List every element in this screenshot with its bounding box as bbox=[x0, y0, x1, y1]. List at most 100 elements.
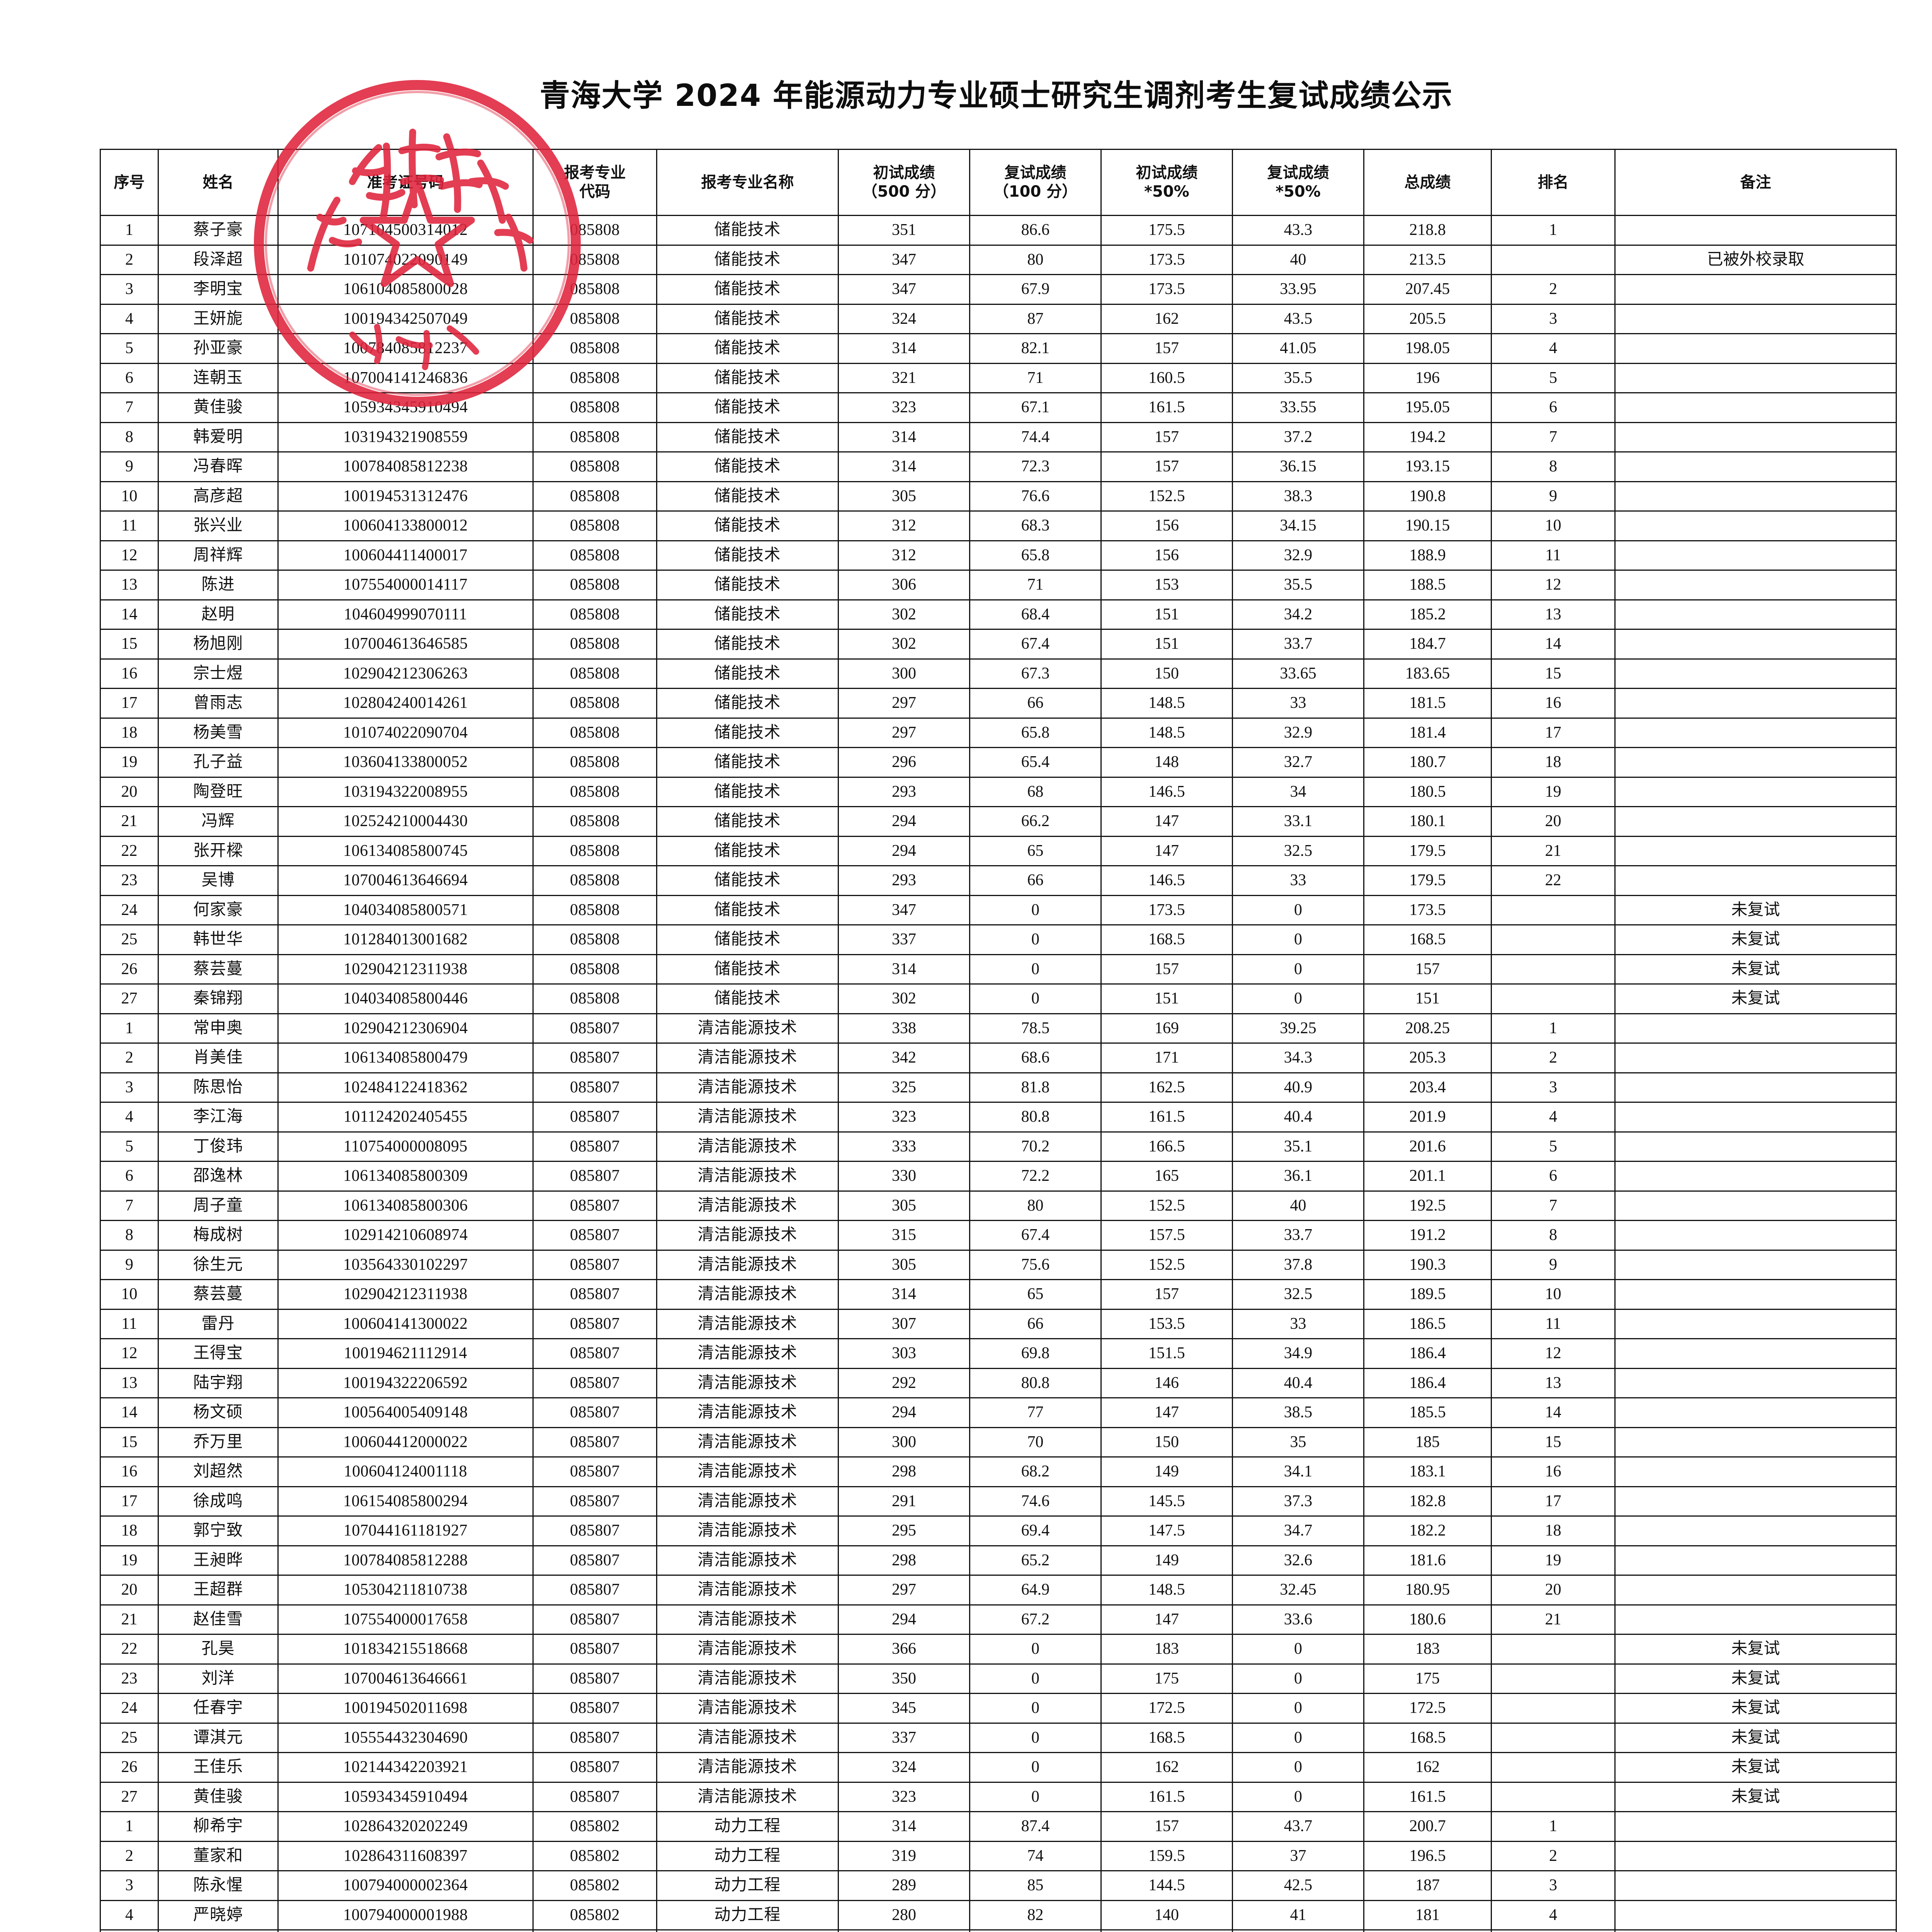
row-cell-rank: 17 bbox=[1491, 717, 1616, 748]
row-cell-note bbox=[1614, 215, 1897, 246]
table-row: 21 冯辉 102524210004430 085808 储能技术 294 66.2 147 3… bbox=[100, 806, 1897, 837]
row-cell-total: 177.1 bbox=[1363, 1929, 1492, 1932]
row-cell-total: 181.5 bbox=[1363, 688, 1492, 719]
row-cell-seq: 8 bbox=[100, 422, 159, 452]
row-cell-major-name: 储能技术 bbox=[656, 954, 839, 985]
table-row: 8 韩爱明 103194321908559 085808 储能技术 314 74.4 157 3… bbox=[100, 422, 1897, 452]
row-cell-rank: 16 bbox=[1491, 688, 1616, 719]
row-cell-note: 未复试 bbox=[1614, 1693, 1897, 1724]
row-cell-seq: 14 bbox=[100, 1397, 159, 1428]
row-cell-retest-half: 34.3 bbox=[1232, 1043, 1364, 1073]
row-cell-first-half: 175.5 bbox=[1100, 215, 1233, 246]
row-cell-exam-id: 104034085800446 bbox=[277, 983, 534, 1014]
row-cell-first-half: 147 bbox=[1100, 1397, 1233, 1428]
row-cell-note: 未复试 bbox=[1614, 983, 1897, 1014]
table-row: 15 乔万里 100604412000022 085807 清洁能源技术 300 70 150… bbox=[100, 1427, 1897, 1458]
row-cell-rank: 3 bbox=[1491, 303, 1616, 334]
row-cell-first-half: 169 bbox=[1100, 1013, 1233, 1044]
row-cell-exam-id: 102524210004430 bbox=[277, 806, 534, 837]
row-cell-retest-half: 0 bbox=[1232, 895, 1364, 925]
row-cell-major-code: 085808 bbox=[532, 570, 657, 600]
row-cell-name: 蔡芸蔓 bbox=[158, 1279, 279, 1310]
row-cell-major-code: 085808 bbox=[532, 392, 657, 423]
row-cell-retest-half: 33 bbox=[1232, 1308, 1364, 1339]
row-cell-retest-score: 0 bbox=[969, 1693, 1102, 1724]
row-cell-exam-id: 107004613646661 bbox=[277, 1663, 534, 1694]
row-cell-first-half: 175 bbox=[1100, 1663, 1233, 1694]
row-cell-first-half: 159.5 bbox=[1100, 1840, 1233, 1871]
row-cell-note bbox=[1614, 1013, 1897, 1044]
row-cell-major-code: 085808 bbox=[532, 776, 657, 807]
row-cell-retest-half: 40.9 bbox=[1232, 1072, 1364, 1103]
table-row: 7 黄佳骏 105934345910494 085808 储能技术 323 67.1 161.… bbox=[100, 392, 1897, 423]
table-row: 6 邵逸林 106134085800309 085807 清洁能源技术 330 72.2 16… bbox=[100, 1161, 1897, 1192]
row-cell-retest-half: 41.05 bbox=[1232, 333, 1364, 364]
row-cell-total: 196.5 bbox=[1363, 1840, 1492, 1871]
row-cell-major-code: 085802 bbox=[532, 1811, 657, 1842]
row-cell-retest-half: 33.6 bbox=[1232, 1604, 1364, 1635]
row-cell-first-score: 303 bbox=[838, 1338, 970, 1369]
row-cell-exam-id: 107004613646694 bbox=[277, 865, 534, 896]
row-cell-name: 丁俊玮 bbox=[158, 1131, 279, 1162]
row-cell-retest-half: 32.9 bbox=[1232, 717, 1364, 748]
row-cell-retest-score: 66 bbox=[969, 688, 1102, 719]
row-cell-retest-score: 75.6 bbox=[969, 1249, 1102, 1280]
row-cell-seq: 5 bbox=[100, 333, 159, 364]
row-cell-seq: 23 bbox=[100, 865, 159, 896]
row-cell-major-code: 085808 bbox=[532, 747, 657, 778]
row-cell-exam-id: 103194321908559 bbox=[277, 422, 534, 452]
table-row: 1 柳希宇 102864320202249 085802 动力工程 314 87.4 157 4… bbox=[100, 1811, 1897, 1842]
table-row: 14 杨文硕 100564005409148 085807 清洁能源技术 294 77 147… bbox=[100, 1397, 1897, 1428]
row-cell-major-name: 清洁能源技术 bbox=[656, 1190, 839, 1221]
row-cell-seq: 8 bbox=[100, 1220, 159, 1251]
row-cell-note bbox=[1614, 1043, 1897, 1073]
row-cell-exam-id: 110754000008095 bbox=[277, 1131, 534, 1162]
row-cell-rank: 10 bbox=[1491, 510, 1616, 541]
row-cell-total: 201.1 bbox=[1363, 1161, 1492, 1192]
table-row: 5 丁俊玮 110754000008095 085807 清洁能源技术 333 70.2 16… bbox=[100, 1131, 1897, 1162]
row-cell-major-name: 清洁能源技术 bbox=[656, 1486, 839, 1517]
row-cell-retest-half: 38.3 bbox=[1232, 481, 1364, 512]
row-cell-rank: 7 bbox=[1491, 422, 1616, 452]
row-cell-retest-score: 67.4 bbox=[969, 629, 1102, 660]
row-cell-first-score: 342 bbox=[838, 1043, 970, 1073]
row-cell-major-name: 清洁能源技术 bbox=[656, 1722, 839, 1753]
row-cell-note bbox=[1614, 333, 1897, 364]
row-cell-total: 186.5 bbox=[1363, 1308, 1492, 1339]
row-cell-retest-half: 40 bbox=[1232, 244, 1364, 275]
row-cell-first-score: 323 bbox=[838, 392, 970, 423]
row-cell-total: 187 bbox=[1363, 1870, 1492, 1901]
row-cell-note bbox=[1614, 1840, 1897, 1871]
table-row: 1 常申奥 102904212306904 085807 清洁能源技术 338 78.5 16… bbox=[100, 1013, 1897, 1044]
row-cell-total: 194.2 bbox=[1363, 422, 1492, 452]
row-cell-exam-id: 107004141246836 bbox=[277, 362, 534, 393]
row-cell-name: 陆宇翔 bbox=[158, 1367, 279, 1398]
row-cell-note bbox=[1614, 1190, 1897, 1221]
column-header-major-code: 报考专业 代码 bbox=[532, 149, 657, 216]
row-cell-major-name: 储能技术 bbox=[656, 865, 839, 896]
row-cell-seq: 4 bbox=[100, 1102, 159, 1133]
table-row: 3 李明宝 106104085800028 085808 储能技术 347 67.9 173.… bbox=[100, 274, 1897, 305]
row-cell-note bbox=[1614, 422, 1897, 452]
row-cell-rank: 20 bbox=[1491, 1575, 1616, 1605]
row-cell-total: 183.65 bbox=[1363, 658, 1492, 689]
row-cell-retest-half: 34.1 bbox=[1232, 1456, 1364, 1487]
row-cell-retest-half: 0 bbox=[1232, 1663, 1364, 1694]
row-cell-retest-half: 32.5 bbox=[1232, 835, 1364, 866]
row-cell-retest-score: 68 bbox=[969, 776, 1102, 807]
row-cell-exam-id: 100604124001118 bbox=[277, 1456, 534, 1487]
row-cell-name: 赵明 bbox=[158, 599, 279, 630]
row-cell-retest-score: 74.4 bbox=[969, 422, 1102, 452]
row-cell-major-name: 储能技术 bbox=[656, 451, 839, 482]
table-row: 3 陈思怡 102484122418362 085807 清洁能源技术 325 81.8 16… bbox=[100, 1072, 1897, 1103]
row-cell-major-code: 085808 bbox=[532, 303, 657, 334]
table-row: 16 刘超然 100604124001118 085807 清洁能源技术 298 68.2 1… bbox=[100, 1456, 1897, 1487]
row-cell-first-score: 345 bbox=[838, 1693, 970, 1724]
row-cell-first-half: 147 bbox=[1100, 835, 1233, 866]
row-cell-retest-half: 34.2 bbox=[1232, 599, 1364, 630]
row-cell-total: 161.5 bbox=[1363, 1781, 1492, 1812]
row-cell-exam-id: 102804240014261 bbox=[277, 688, 534, 719]
row-cell-exam-id: 100604411400017 bbox=[277, 540, 534, 571]
row-cell-seq: 22 bbox=[100, 835, 159, 866]
row-cell-major-code: 085807 bbox=[532, 1190, 657, 1221]
